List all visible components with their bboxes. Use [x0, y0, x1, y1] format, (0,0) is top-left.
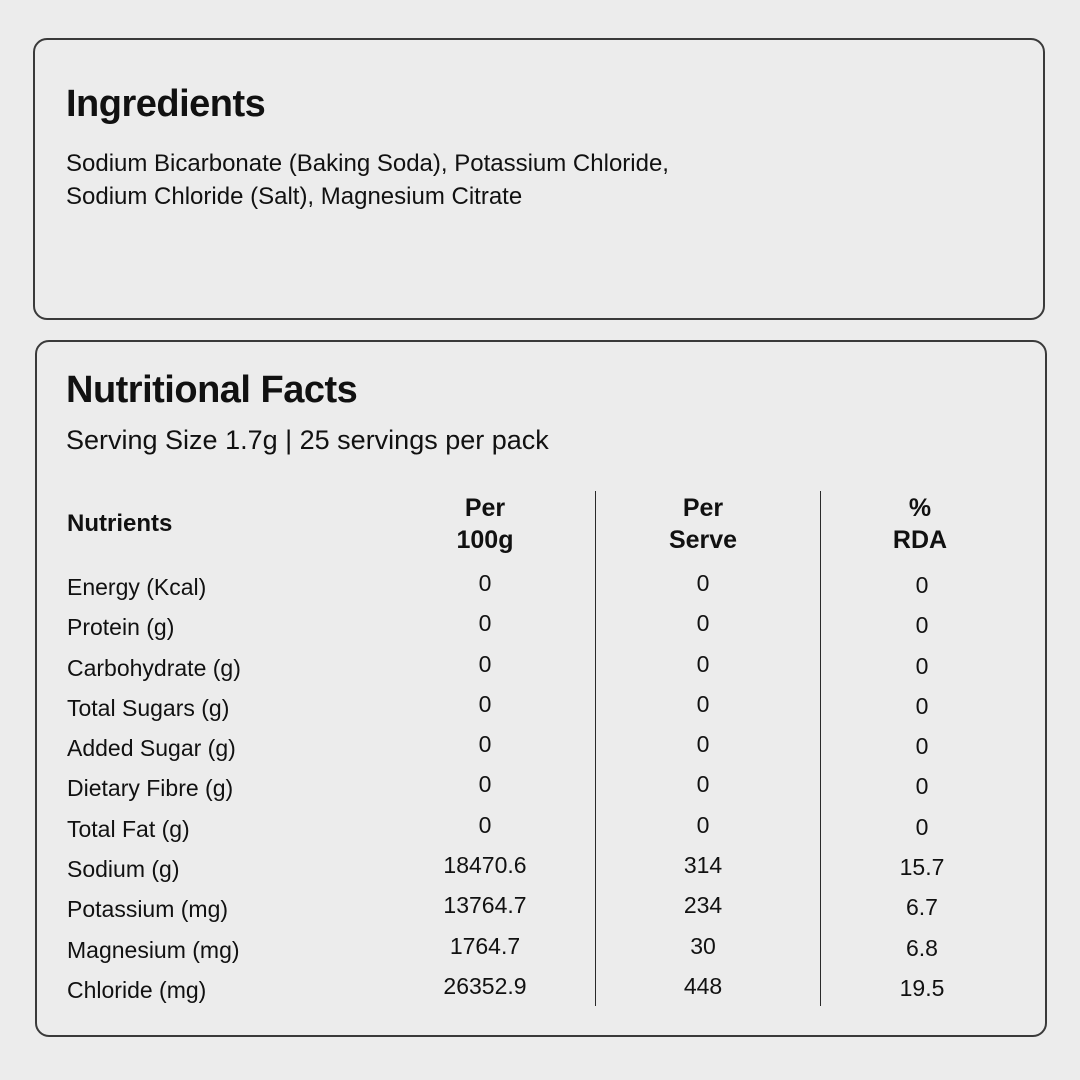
rda-value: 0	[915, 813, 929, 840]
ingredients-list: Sodium Bicarbonate (Baking Soda), Potass…	[66, 147, 669, 213]
nutrient-name: Total Fat (g)	[67, 815, 190, 842]
per-100g-value: 0	[478, 811, 492, 838]
nutrition-table: Energy (Kcal) 0 0 0 Protein (g) 0 0 0 Ca…	[37, 566, 1049, 1009]
nutrition-facts-card: Nutritional Facts Serving Size 1.7g | 25…	[35, 340, 1047, 1037]
rda-value: 0	[915, 652, 929, 679]
per-100g-value: 26352.9	[443, 972, 527, 999]
header-rda: % RDA	[820, 492, 1020, 556]
header-per-100g-line: Per	[464, 494, 506, 522]
per-100g-value: 0	[478, 650, 492, 677]
header-per-100g-line: 100g	[456, 526, 514, 554]
header-rda-line: %	[908, 494, 932, 522]
nutrition-facts-title: Nutritional Facts	[66, 369, 358, 411]
nutrient-name: Potassium (mg)	[67, 896, 229, 923]
per-100g-value: 1764.7	[449, 932, 521, 959]
nutrient-name: Total Sugars (g)	[67, 694, 230, 721]
per-serve-value: 314	[683, 852, 723, 879]
per-serve-value: 0	[696, 570, 710, 596]
column-divider	[820, 491, 821, 1006]
per-100g-value: 0	[478, 570, 492, 596]
rda-value: 0	[915, 612, 929, 639]
per-serve-value: 0	[696, 811, 710, 838]
table-row: Protein (g) 0 0 0	[37, 606, 1049, 646]
rda-value: 6.7	[906, 894, 938, 921]
per-serve-value: 0	[696, 771, 710, 798]
ingredients-card: Ingredients Sodium Bicarbonate (Baking S…	[33, 38, 1045, 320]
rda-value: 0	[915, 733, 929, 760]
header-per-serve-line: Per	[682, 494, 724, 522]
ingredients-line: Sodium Chloride (Salt), Magnesium Citrat…	[66, 183, 523, 210]
table-row: Potassium (mg) 13764.7 234 6.7	[37, 888, 1049, 928]
per-100g-value: 13764.7	[443, 892, 527, 919]
header-per-serve-line: Serve	[668, 526, 738, 554]
header-per-serve: Per Serve	[603, 492, 803, 556]
nutrient-name: Chloride (mg)	[67, 976, 207, 1003]
header-rda-line: RDA	[892, 526, 948, 554]
table-row: Total Sugars (g) 0 0 0	[37, 687, 1049, 727]
header-nutrients-label: Nutrients	[67, 510, 173, 537]
per-serve-value: 448	[683, 972, 723, 999]
table-row: Energy (Kcal) 0 0 0	[37, 566, 1049, 606]
table-row: Dietary Fibre (g) 0 0 0	[37, 767, 1049, 807]
nutrient-name: Carbohydrate (g)	[67, 654, 241, 681]
nutrient-name: Sodium (g)	[67, 856, 180, 883]
rda-value: 0	[915, 773, 929, 800]
table-row: Total Fat (g) 0 0 0	[37, 808, 1049, 848]
per-serve-value: 234	[683, 892, 723, 919]
rda-value: 19.5	[899, 974, 945, 1001]
nutrient-name: Protein (g)	[67, 614, 175, 641]
table-row: Added Sugar (g) 0 0 0	[37, 727, 1049, 767]
table-row: Sodium (g) 18470.6 314 15.7	[37, 848, 1049, 888]
header-per-100g: Per 100g	[385, 492, 585, 556]
ingredients-line: Sodium Bicarbonate (Baking Soda), Potass…	[66, 150, 669, 177]
header-nutrients: Nutrients	[67, 508, 172, 540]
nutrient-name: Magnesium (mg)	[67, 936, 240, 963]
table-row: Chloride (mg) 26352.9 448 19.5	[37, 969, 1049, 1009]
per-serve-value: 0	[696, 650, 710, 677]
per-100g-value: 18470.6	[443, 852, 527, 879]
rda-value: 6.8	[906, 934, 938, 961]
per-serve-value: 0	[696, 610, 710, 637]
per-serve-value: 30	[690, 932, 716, 959]
ingredients-title: Ingredients	[66, 83, 266, 125]
nutrient-name: Energy (Kcal)	[67, 574, 207, 600]
rda-value: 15.7	[899, 854, 945, 881]
per-100g-value: 0	[478, 690, 492, 717]
rda-value: 0	[915, 692, 929, 719]
nutrient-name: Dietary Fibre (g)	[67, 775, 234, 802]
rda-value: 0	[915, 572, 929, 598]
table-row: Magnesium (mg) 1764.7 30 6.8	[37, 929, 1049, 969]
column-divider	[595, 491, 596, 1006]
per-100g-value: 0	[478, 771, 492, 798]
per-100g-value: 0	[478, 731, 492, 758]
serving-size: Serving Size 1.7g | 25 servings per pack	[66, 425, 549, 455]
table-row: Carbohydrate (g) 0 0 0	[37, 647, 1049, 687]
per-serve-value: 0	[696, 731, 710, 758]
per-100g-value: 0	[478, 610, 492, 637]
nutrient-name: Added Sugar (g)	[67, 735, 236, 762]
per-serve-value: 0	[696, 690, 710, 717]
